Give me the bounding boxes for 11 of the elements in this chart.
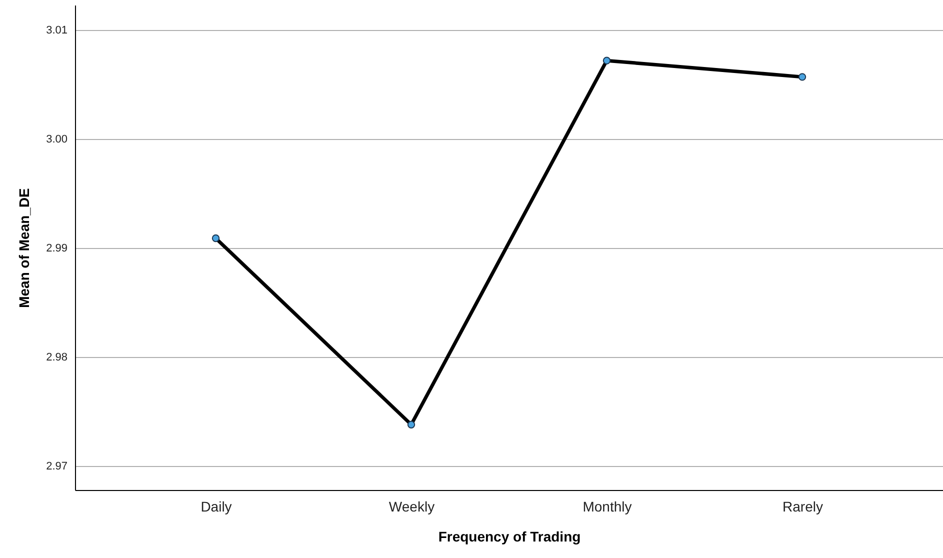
y-tick-label: 3.01 — [46, 24, 68, 37]
x-axis-title: Frequency of Trading — [438, 528, 581, 544]
y-tick-label: 3.00 — [46, 134, 68, 146]
y-axis-title: Mean of Mean_DE — [16, 188, 32, 308]
y-tick-label: 2.98 — [46, 352, 68, 364]
x-tick-label: Weekly — [388, 498, 435, 514]
x-tick-label: Monthly — [582, 498, 632, 514]
y-tick-label: 2.99 — [46, 242, 68, 255]
y-tick-label: 2.97 — [46, 460, 68, 473]
x-tick-label: Daily — [200, 498, 232, 514]
x-tick-label: Rarely — [782, 498, 823, 514]
